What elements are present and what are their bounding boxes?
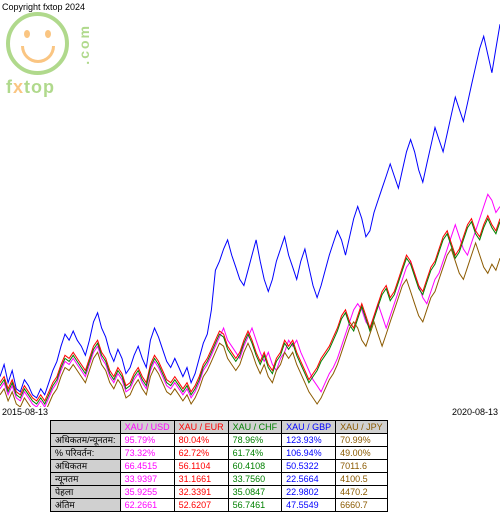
table-row: पेहला35.925532.339135.084722.98024470.2 <box>51 486 388 499</box>
x-axis-end: 2020-08-13 <box>452 407 498 417</box>
cell: 95.79% <box>120 434 174 447</box>
row-label: न्यूनतम <box>51 473 121 486</box>
price-chart <box>0 12 500 407</box>
cell: 56.1104 <box>174 460 228 473</box>
cell: 35.0847 <box>228 486 282 499</box>
cell: 50.5322 <box>282 460 336 473</box>
table-row: अधिकतम66.451556.110460.410850.53227011.6 <box>51 460 388 473</box>
col-header: XAU / CHF <box>228 421 282 434</box>
cell: 33.7560 <box>228 473 282 486</box>
table-row: % परिवर्तन:73.32%62.72%61.74%106.94%49.0… <box>51 447 388 460</box>
row-label: अधिकतम/न्यूनतम: <box>51 434 121 447</box>
cell: 4470.2 <box>336 486 388 499</box>
series-xau-jpy <box>0 243 500 407</box>
copyright-text: Copyright fxtop 2024 <box>2 2 85 12</box>
cell: 6660.7 <box>336 499 388 512</box>
col-header: XAU / GBP <box>282 421 336 434</box>
cell: 73.32% <box>120 447 174 460</box>
col-header: XAU / USD <box>120 421 174 434</box>
cell: 33.9397 <box>120 473 174 486</box>
cell: 22.5664 <box>282 473 336 486</box>
series-xau-usd <box>0 194 500 407</box>
cell: 62.72% <box>174 447 228 460</box>
cell: 123.93% <box>282 434 336 447</box>
series-xau-chf <box>0 219 500 404</box>
cell: 66.4515 <box>120 460 174 473</box>
cell: 62.2661 <box>120 499 174 512</box>
table-row: अंतिम62.266152.620756.746147.55496660.7 <box>51 499 388 512</box>
table-header-row: XAU / USDXAU / EURXAU / CHFXAU / GBPXAU … <box>51 421 388 434</box>
cell: 49.00% <box>336 447 388 460</box>
cell: 52.6207 <box>174 499 228 512</box>
cell: 47.5549 <box>282 499 336 512</box>
row-label: अंतिम <box>51 499 121 512</box>
cell: 61.74% <box>228 447 282 460</box>
cell: 22.9802 <box>282 486 336 499</box>
row-label: अधिकतम <box>51 460 121 473</box>
cell: 78.96% <box>228 434 282 447</box>
col-header: XAU / EUR <box>174 421 228 434</box>
cell: 7011.6 <box>336 460 388 473</box>
cell: 32.3391 <box>174 486 228 499</box>
x-axis-start: 2015-08-13 <box>2 407 48 417</box>
cell: 4100.5 <box>336 473 388 486</box>
row-label: पेहला <box>51 486 121 499</box>
col-header: XAU / JPY <box>336 421 388 434</box>
series-xau-gbp <box>0 24 500 398</box>
cell: 60.4108 <box>228 460 282 473</box>
table-row: अधिकतम/न्यूनतम:95.79%80.04%78.96%123.93%… <box>51 434 388 447</box>
cell: 56.7461 <box>228 499 282 512</box>
stats-table: XAU / USDXAU / EURXAU / CHFXAU / GBPXAU … <box>50 420 388 512</box>
table-row: न्यूनतम33.939731.166133.756022.56644100.… <box>51 473 388 486</box>
row-label: % परिवर्तन: <box>51 447 121 460</box>
cell: 31.1661 <box>174 473 228 486</box>
cell: 80.04% <box>174 434 228 447</box>
series-xau-eur <box>0 216 500 401</box>
cell: 70.99% <box>336 434 388 447</box>
cell: 35.9255 <box>120 486 174 499</box>
cell: 106.94% <box>282 447 336 460</box>
